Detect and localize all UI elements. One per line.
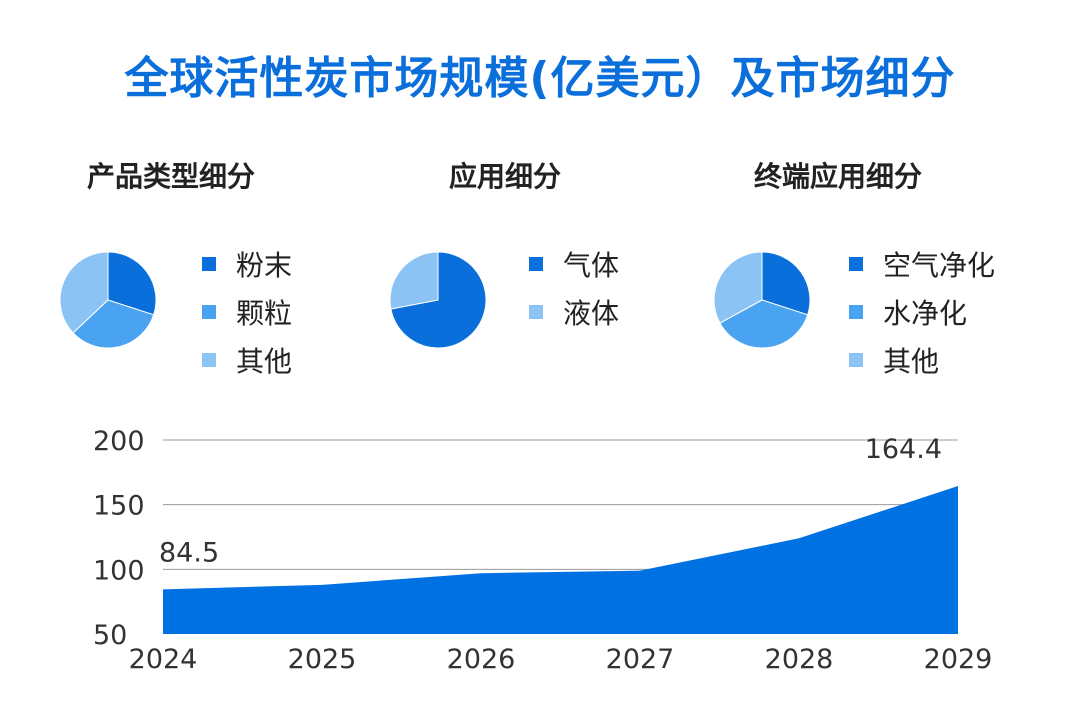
- pie-title: 终端应用细分: [754, 160, 923, 193]
- legend-product-type: 粉末 颗粒 其他: [202, 240, 292, 384]
- x-tick-label: 2027: [606, 644, 675, 675]
- legend-item: 粉末: [202, 240, 292, 288]
- legend-label: 气体: [563, 249, 620, 282]
- y-tick-label: 50: [93, 620, 127, 651]
- legend-item: 其他: [849, 336, 995, 384]
- legend-item: 其他: [202, 336, 292, 384]
- legend-label: 水净化: [883, 297, 968, 330]
- pie-chart-product-type: [59, 251, 157, 349]
- pie-title: 应用细分: [449, 160, 562, 193]
- legend-item: 空气净化: [849, 240, 995, 288]
- market-size-area-chart: 50 100 150 200 2024 2025 2026 2027 2028 2029 84.5 1…: [93, 426, 993, 675]
- legend-swatch: [849, 353, 863, 367]
- legend-label: 空气净化: [883, 249, 996, 282]
- legend-swatch: [849, 305, 863, 319]
- pie-chart-end-use: [713, 251, 811, 349]
- legend-item: 颗粒: [202, 288, 292, 336]
- y-tick-label: 200: [93, 426, 145, 457]
- legend-swatch: [202, 257, 216, 271]
- legend-label: 其他: [883, 345, 940, 378]
- legend-item: 液体: [529, 288, 619, 336]
- pie-panel-application: 应用细分 气体 液体: [389, 155, 619, 349]
- pie-slice: [719, 299, 809, 349]
- legend-end-use: 空气净化 水净化 其他: [849, 240, 995, 384]
- pie-slice: [761, 251, 811, 316]
- legend-swatch: [202, 353, 216, 367]
- legend-swatch: [849, 257, 863, 271]
- y-tick-label: 100: [93, 555, 145, 586]
- area-series: [163, 486, 958, 634]
- legend-swatch: [529, 305, 543, 319]
- pie-title: 产品类型细分: [87, 160, 256, 193]
- x-tick-label: 2026: [447, 644, 516, 675]
- page-title: 全球活性炭市场规模(亿美元）及市场细分: [124, 53, 956, 104]
- legend-application: 气体 液体: [529, 240, 619, 336]
- legend-label: 粉末: [236, 249, 293, 282]
- pie-panel-end-use: 终端应用细分 空气净化 水净化 其他: [713, 155, 995, 378]
- pie-slice: [389, 251, 439, 310]
- legend-label: 颗粒: [236, 297, 293, 330]
- data-label: 164.4: [865, 434, 942, 465]
- legend-swatch: [202, 305, 216, 319]
- pie-slice: [72, 299, 155, 349]
- x-tick-label: 2025: [288, 644, 357, 675]
- pie-slice: [713, 251, 763, 324]
- x-tick-label: 2028: [765, 644, 834, 675]
- y-tick-label: 150: [93, 491, 145, 522]
- pie-chart-application: [389, 251, 487, 349]
- x-tick-label: 2024: [129, 644, 198, 675]
- x-tick-label: 2029: [924, 644, 993, 675]
- data-label: 84.5: [159, 537, 219, 568]
- legend-label: 液体: [563, 297, 620, 330]
- pie-slice: [59, 251, 109, 334]
- legend-label: 其他: [236, 345, 293, 378]
- pie-slice: [107, 251, 157, 316]
- pie-panel-product-type: 产品类型细分 粉末 颗粒 其他: [59, 155, 292, 378]
- legend-item: 气体: [529, 240, 619, 288]
- legend-item: 水净化: [849, 288, 995, 336]
- legend-swatch: [529, 257, 543, 271]
